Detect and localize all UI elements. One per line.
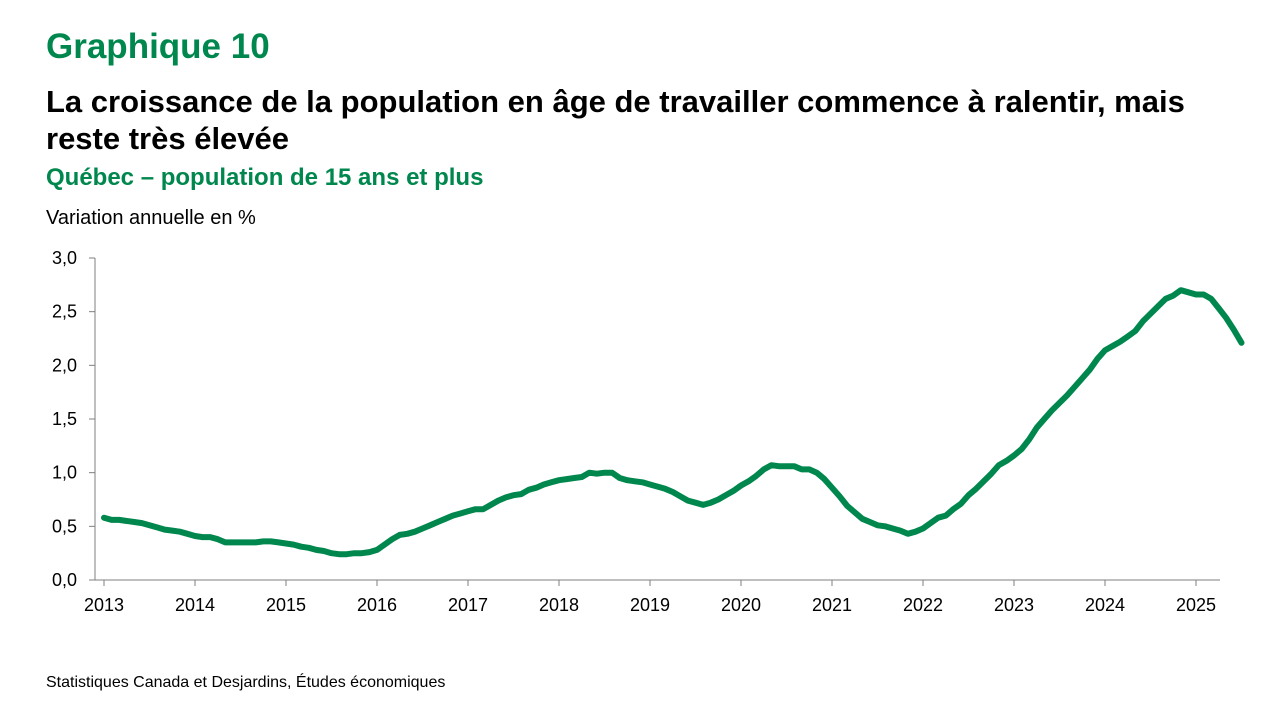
y-tick-label: 0,5 bbox=[52, 516, 77, 536]
x-tick-label: 2023 bbox=[994, 595, 1034, 615]
x-tick-label: 2021 bbox=[812, 595, 852, 615]
chart-subtitle: Québec – population de 15 ans et plus bbox=[46, 164, 484, 191]
y-axis: 0,0 0,5 1,0 1,5 2,0 2,5 3,0 bbox=[52, 248, 96, 590]
chart-title: La croissance de la population en âge de… bbox=[46, 84, 1185, 157]
x-axis: 2013 2014 2015 2016 2017 2018 2019 2020 2021 2022… bbox=[84, 579, 1220, 615]
x-tick-label: 2022 bbox=[903, 595, 943, 615]
series-group bbox=[101, 287, 1245, 558]
x-tick-label: 2018 bbox=[539, 595, 579, 615]
x-tick-label: 2013 bbox=[84, 595, 124, 615]
source-note: Statistiques Canada et Desjardins, Étude… bbox=[46, 674, 446, 691]
y-tick-label: 3,0 bbox=[52, 248, 77, 268]
x-tick-label: 2014 bbox=[175, 595, 215, 615]
x-tick-label: 2015 bbox=[266, 595, 306, 615]
y-tick-label: 2,0 bbox=[52, 355, 77, 375]
x-tick-label: 2025 bbox=[1176, 595, 1216, 615]
y-tick-label: 1,5 bbox=[52, 409, 77, 429]
graph-number: Graphique 10 bbox=[46, 27, 270, 66]
y-tick-label: 2,5 bbox=[52, 302, 77, 322]
x-tick-label: 2017 bbox=[448, 595, 488, 615]
y-axis-label: Variation annuelle en % bbox=[46, 207, 256, 229]
y-tick-label: 0,0 bbox=[52, 570, 77, 590]
x-tick-label: 2020 bbox=[721, 595, 761, 615]
x-tick-label: 2019 bbox=[630, 595, 670, 615]
y-tick-label: 1,0 bbox=[52, 463, 77, 483]
x-tick-label: 2024 bbox=[1085, 595, 1125, 615]
x-tick-label: 2016 bbox=[357, 595, 397, 615]
series-line bbox=[101, 287, 1245, 558]
